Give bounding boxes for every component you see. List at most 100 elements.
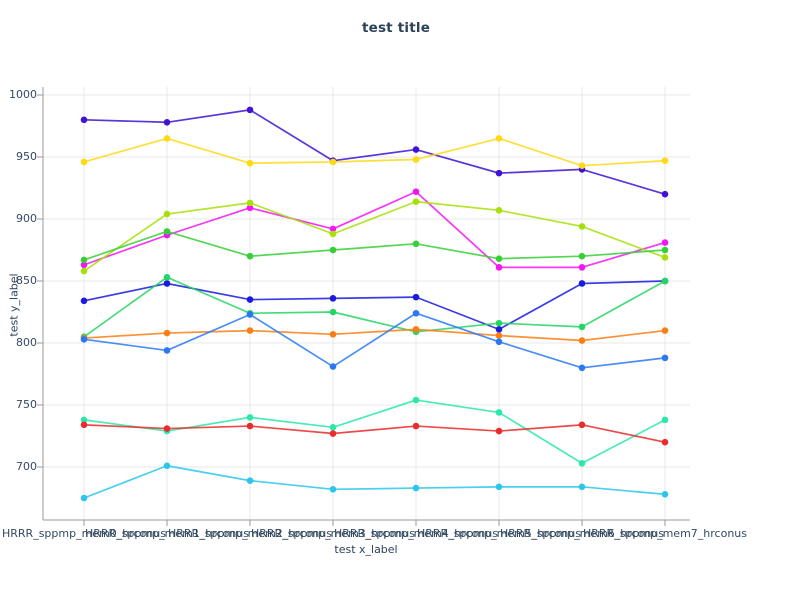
data-point: [412, 240, 420, 248]
data-point: [246, 296, 254, 303]
data-point: [495, 332, 503, 339]
data-point: [412, 396, 420, 404]
data-point: [246, 199, 254, 207]
data-point: [495, 483, 503, 491]
data-point: [495, 255, 503, 262]
series-red: [80, 421, 669, 446]
data-point: [329, 158, 337, 166]
data-point: [163, 228, 171, 235]
data-point: [661, 157, 669, 165]
x-tick-label: HRRR_sppmp_mem1_hrconus: [85, 527, 249, 540]
data-point: [412, 484, 420, 492]
series-line-magenta: [83, 190, 666, 269]
data-point: [495, 264, 503, 271]
series-line-turquoise: [83, 399, 666, 465]
data-point: [329, 246, 337, 254]
data-point: [163, 462, 171, 470]
data-point: [661, 190, 669, 198]
data-point: [578, 252, 586, 260]
data-point: [412, 156, 420, 163]
data-point: [578, 162, 586, 169]
data-point: [495, 169, 503, 177]
data-point: [495, 207, 503, 214]
data-point: [578, 280, 586, 287]
data-point: [661, 327, 669, 334]
data-point: [329, 295, 337, 302]
data-point: [329, 331, 337, 338]
data-point: [246, 252, 254, 260]
series-line-orange: [83, 328, 666, 342]
series-line-gold: [83, 137, 666, 167]
series-sky-blue: [80, 462, 669, 502]
data-point: [578, 364, 586, 372]
data-point: [661, 438, 669, 446]
y-tick-label: 1000: [9, 88, 37, 101]
data-point: [80, 116, 88, 124]
data-point: [246, 414, 254, 421]
data-point: [495, 319, 503, 327]
data-point: [329, 430, 337, 437]
series-line-red: [83, 423, 666, 444]
data-point: [80, 158, 88, 166]
data-point: [661, 254, 669, 261]
data-point: [163, 118, 171, 126]
series-magenta: [80, 188, 669, 271]
y-tick-label: 950: [16, 150, 37, 163]
data-point: [578, 223, 586, 230]
x-axis-label: test x_label: [334, 543, 398, 556]
data-point: [578, 459, 586, 467]
data-point: [578, 264, 586, 271]
x-tick-label: HRRR_sppmp_mem2_hrconus: [168, 527, 332, 540]
data-point: [80, 421, 88, 429]
data-point: [578, 337, 586, 344]
data-point: [163, 273, 171, 281]
data-point: [80, 416, 88, 424]
x-tick-label: HRRR_sppmp_mem0_hrconus: [2, 527, 166, 540]
chart-title: test title: [361, 20, 431, 36]
y-tick-label: 850: [16, 274, 37, 287]
y-tick-label: 800: [16, 336, 37, 349]
data-point: [80, 494, 88, 502]
data-point: [495, 338, 503, 346]
data-point: [80, 297, 88, 305]
data-point: [412, 422, 420, 430]
data-point: [412, 326, 420, 333]
data-point: [329, 363, 337, 370]
x-tick-label: HRRR_sppmp_mem5_hrconus: [417, 527, 581, 540]
data-point: [412, 293, 420, 301]
series-chartreuse: [80, 198, 669, 275]
y-tick-label: 700: [16, 460, 37, 473]
data-point: [246, 311, 254, 318]
data-point: [80, 267, 88, 275]
series-line-spring-green: [83, 276, 666, 338]
data-point: [329, 424, 337, 431]
data-point: [80, 256, 88, 264]
data-point: [412, 309, 420, 317]
data-point: [329, 230, 337, 238]
data-point: [246, 477, 254, 484]
y-tick-label: 900: [16, 212, 37, 225]
data-point: [246, 106, 254, 114]
data-point: [329, 225, 337, 233]
series-green: [80, 228, 669, 264]
series-spring-green: [80, 273, 669, 341]
data-point: [661, 277, 669, 285]
data-point: [661, 246, 669, 254]
data-point: [661, 354, 669, 362]
data-point: [163, 135, 171, 142]
data-point: [329, 486, 337, 493]
x-tick-label: HRRR_sppmp_mem3_hrconus: [251, 527, 415, 540]
grid-lines: [43, 87, 690, 520]
data-point: [163, 329, 171, 337]
series-gold: [80, 135, 669, 169]
data-point: [661, 239, 669, 246]
data-point: [495, 326, 503, 333]
series-orange: [80, 326, 669, 344]
series-line-green: [83, 230, 666, 261]
data-point: [329, 308, 337, 316]
series-line-sky-blue: [83, 464, 666, 499]
series-indigo: [80, 106, 669, 198]
axes-spines: [37, 87, 690, 526]
series-line-blue: [83, 280, 666, 331]
data-point: [495, 135, 503, 142]
